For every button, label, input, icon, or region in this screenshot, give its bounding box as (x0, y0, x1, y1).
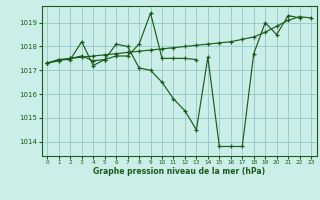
X-axis label: Graphe pression niveau de la mer (hPa): Graphe pression niveau de la mer (hPa) (93, 167, 265, 176)
